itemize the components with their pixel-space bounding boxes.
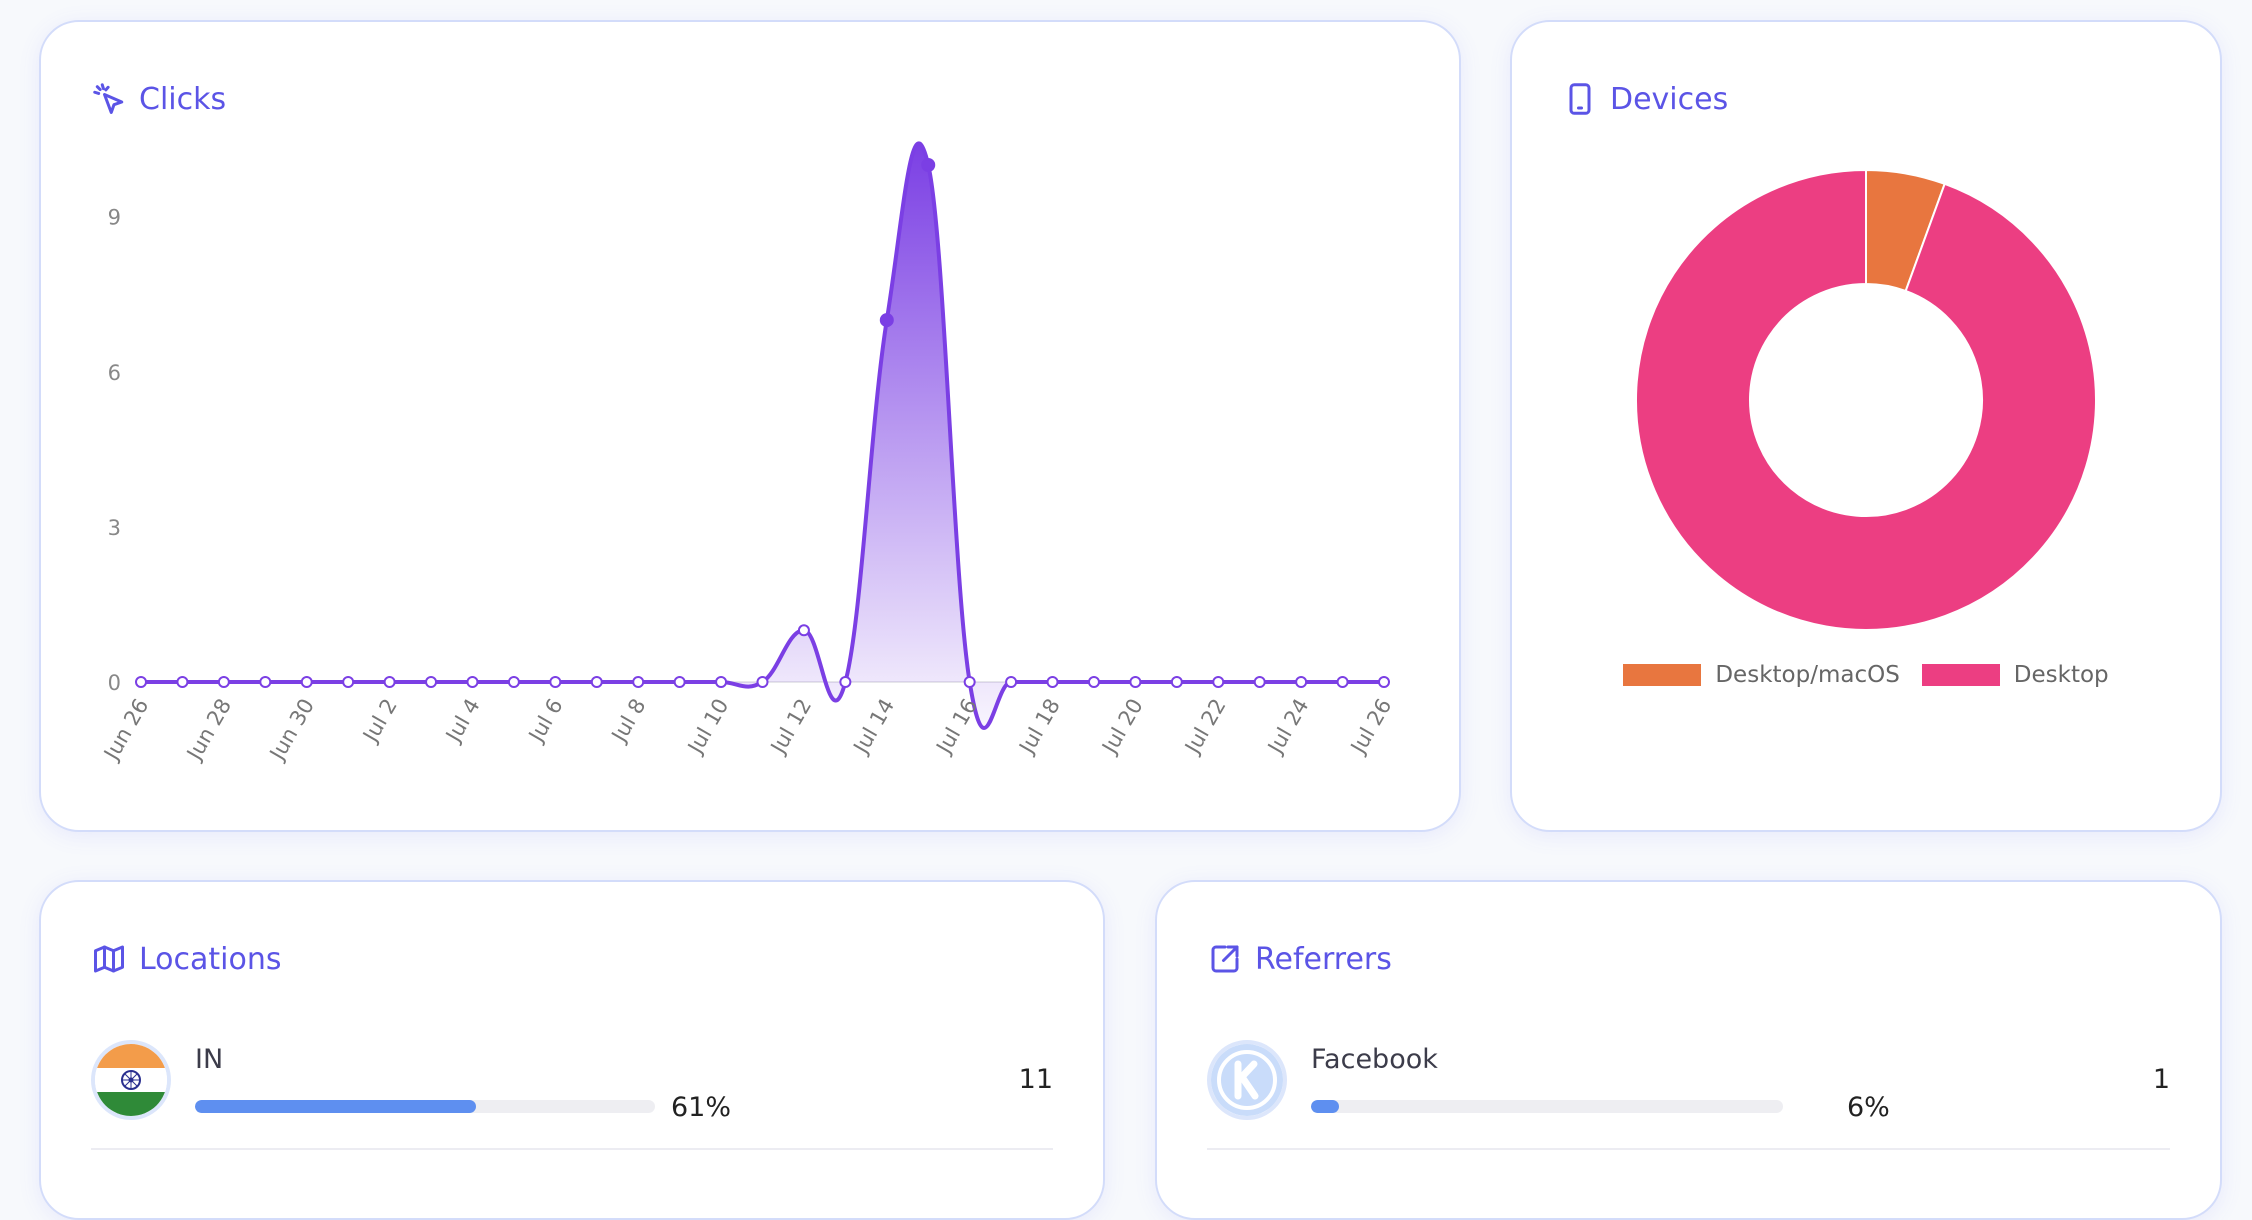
data-point[interactable]	[507, 676, 520, 688]
location-count: 11	[1018, 1064, 1053, 1095]
x-tick-label: Jun 26	[98, 695, 153, 766]
data-point[interactable]	[673, 676, 686, 688]
data-point[interactable]	[466, 676, 479, 688]
location-percent: 61%	[671, 1092, 732, 1123]
data-point[interactable]	[176, 676, 189, 688]
data-point[interactable]	[921, 158, 936, 172]
legend-item-desktop-macos[interactable]: Desktop/macOS	[1623, 662, 1900, 688]
data-point[interactable]	[632, 676, 645, 688]
y-tick-label: 0	[108, 671, 121, 695]
y-tick-label: 3	[108, 516, 121, 540]
data-point[interactable]	[425, 676, 438, 688]
data-point[interactable]	[383, 676, 396, 688]
donut-slice-desktop[interactable]	[1635, 168, 2097, 631]
external-link-icon	[1211, 945, 1239, 973]
clicks-area-fill	[141, 143, 1384, 728]
referrer-label: Facebook	[1311, 1044, 1438, 1075]
data-point[interactable]	[1253, 676, 1266, 688]
referrers-title: Referrers	[1207, 934, 1392, 984]
india-flag-icon	[91, 1040, 171, 1120]
devices-card: Devices Desktop/macOS Desktop	[1510, 20, 2222, 832]
x-tick-label: Jun 28	[181, 695, 236, 766]
data-point[interactable]	[549, 676, 562, 688]
x-tick-label: Jul 12	[765, 695, 816, 760]
devices-legend: Desktop/macOS Desktop	[1512, 662, 2220, 688]
legend-swatch	[1921, 664, 2000, 686]
x-tick-label: Jun 30	[264, 695, 319, 766]
x-tick-label: Jul 16	[931, 695, 982, 760]
location-row-in[interactable]: IN 61% 11	[91, 1040, 1053, 1150]
data-point[interactable]	[1087, 676, 1100, 688]
map-icon	[94, 945, 124, 973]
x-tick-label: Jul 6	[523, 695, 567, 748]
y-tick-label: 9	[108, 206, 121, 230]
data-point[interactable]	[756, 676, 769, 688]
data-point[interactable]	[1212, 676, 1225, 688]
x-tick-label: Jul 10	[682, 695, 733, 760]
data-point[interactable]	[797, 624, 810, 637]
data-point[interactable]	[715, 676, 728, 688]
k-logo-icon	[1207, 1040, 1287, 1120]
data-point[interactable]	[590, 676, 603, 688]
legend-label: Desktop/macOS	[1715, 662, 1900, 688]
data-point[interactable]	[839, 676, 852, 688]
data-point[interactable]	[879, 313, 894, 328]
data-point[interactable]	[135, 676, 147, 688]
referrer-progress-fill	[1311, 1100, 1340, 1113]
data-point[interactable]	[1170, 676, 1183, 688]
x-tick-label: Jul 24	[1262, 695, 1313, 760]
referrer-percent: 6%	[1847, 1092, 1890, 1123]
data-point[interactable]	[1336, 676, 1349, 688]
devices-title-text: Devices	[1610, 81, 1729, 117]
clicks-title-text: Clicks	[139, 81, 227, 117]
x-tick-label: Jul 18	[1014, 695, 1065, 760]
referrers-card: Referrers Facebook 6% 1	[1155, 880, 2222, 1220]
referrer-progress-bar	[1311, 1100, 1783, 1113]
devices-donut-chart	[1635, 168, 2097, 631]
clicks-card: Clicks 0 3 6 9 Jun 26 Jun 28 Jun 30 Jul 2 Jul 4 J…	[39, 20, 1461, 832]
clicks-series-line	[141, 141, 1384, 730]
data-point[interactable]	[217, 676, 230, 688]
data-point[interactable]	[1005, 676, 1018, 688]
locations-title-text: Locations	[139, 941, 282, 977]
data-point[interactable]	[1378, 676, 1390, 688]
y-tick-label: 6	[108, 361, 121, 385]
referrer-count: 1	[2152, 1064, 2170, 1095]
clicks-title: Clicks	[91, 74, 226, 124]
location-label: IN	[195, 1044, 224, 1075]
location-progress-bar	[195, 1100, 655, 1113]
x-tick-label: Jul 4	[440, 695, 484, 748]
devices-title: Devices	[1562, 74, 1728, 124]
clicks-chart: 0 3 6 9 Jun 26 Jun 28 Jun 30 Jul 2 Jul 4 Jul 6 Jul…	[98, 141, 1396, 766]
x-tick-label: Jul 8	[606, 695, 650, 748]
x-tick-label: Jul 14	[848, 695, 899, 760]
smartphone-icon	[1569, 83, 1591, 115]
x-tick-label: Jul 22	[1179, 695, 1230, 760]
referrers-title-text: Referrers	[1255, 941, 1392, 977]
legend-item-desktop[interactable]: Desktop	[1921, 662, 2109, 688]
x-tick-label: Jul 26	[1345, 695, 1396, 760]
locations-card: Locations IN 61% 11	[39, 880, 1105, 1220]
data-point[interactable]	[259, 676, 272, 688]
data-point[interactable]	[300, 676, 313, 688]
locations-title: Locations	[91, 934, 282, 984]
legend-label: Desktop	[2013, 662, 2109, 688]
referrer-row-facebook[interactable]: Facebook 6% 1	[1207, 1040, 2170, 1150]
data-point[interactable]	[1129, 676, 1142, 688]
location-progress-fill	[195, 1100, 476, 1113]
legend-swatch	[1623, 664, 1702, 686]
x-tick-label: Jul 2	[357, 695, 401, 748]
data-point[interactable]	[1046, 676, 1059, 688]
data-point[interactable]	[1295, 676, 1308, 688]
x-tick-label: Jul 20	[1097, 695, 1148, 760]
cursor-click-icon	[93, 83, 124, 114]
data-point[interactable]	[963, 676, 976, 688]
data-point[interactable]	[342, 676, 355, 688]
